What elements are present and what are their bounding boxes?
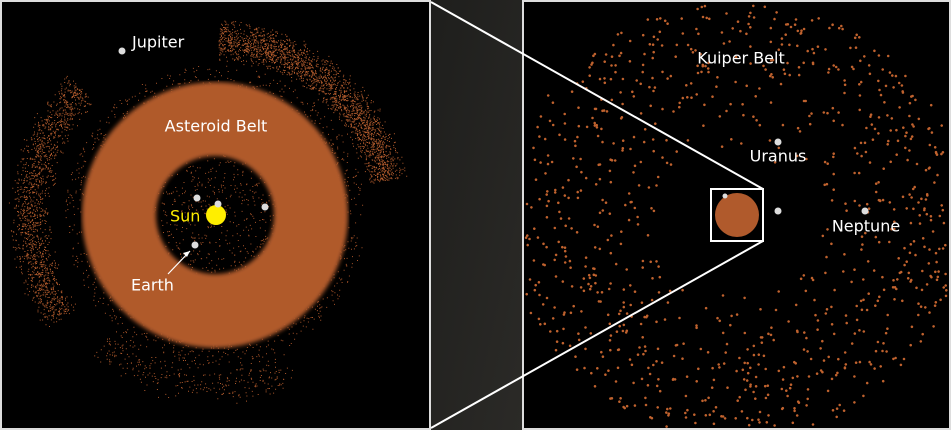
background-gap [430,0,523,430]
zoom-line [430,1,764,190]
asteroid-belt-label: Asteroid Belt [165,117,268,136]
sun-label: Sun [170,207,200,226]
uranus-label: Uranus [750,147,807,166]
kuiper-belt-label: Kuiper Belt [697,49,784,68]
planet [214,200,222,208]
earth-label: Earth [131,276,174,295]
planet [722,193,728,199]
arrow-head [183,251,190,257]
inner-system-blob [715,193,759,237]
neptune [861,207,869,215]
uranus [774,138,782,146]
earth [191,241,199,249]
planet [261,203,269,211]
jupiter-label: Jupiter [131,33,185,52]
planet [774,207,782,215]
asteroid-belt [82,82,348,348]
neptune-label: Neptune [832,217,900,236]
sun [206,205,226,225]
planet [193,194,201,202]
zoom-box [710,188,764,242]
jupiter [118,47,126,55]
zoom-line [430,240,764,429]
